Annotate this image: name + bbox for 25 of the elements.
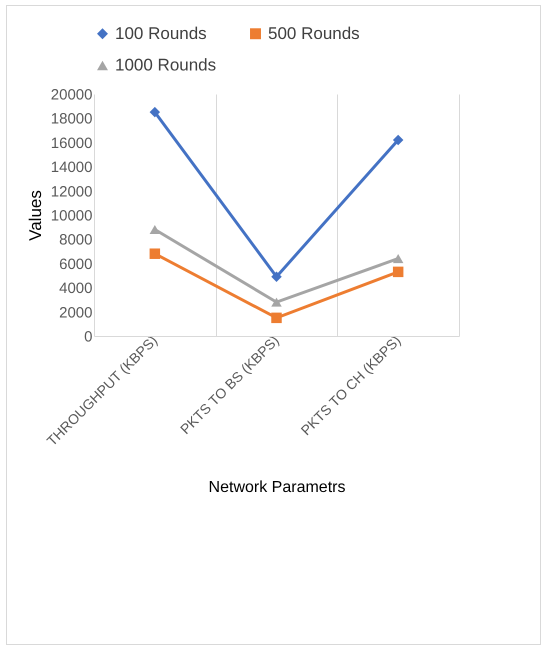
point [150, 248, 160, 259]
y-tick-label: 20000 [50, 86, 92, 104]
y-tick-label: 8000 [59, 232, 92, 249]
point [271, 271, 282, 282]
point [150, 224, 160, 234]
y-tick-label: 10000 [50, 208, 92, 224]
legend-label: 500 Rounds [268, 24, 360, 43]
y-tick-label: 2000 [59, 304, 92, 322]
y-tick-label: 4000 [59, 280, 92, 298]
point [392, 254, 404, 264]
y-tick-label: 0 [84, 328, 92, 346]
y-tick-label: 18000 [50, 110, 92, 128]
point [150, 106, 160, 118]
y-tick-label: 14000 [50, 159, 92, 176]
x-axis-title: Network Parametrs [208, 479, 346, 496]
y-tick-label: 16000 [50, 134, 92, 152]
point [271, 298, 282, 307]
legend-label: 100 Rounds [115, 24, 207, 43]
point [392, 134, 404, 146]
point [392, 266, 404, 278]
y-tick-label: 6000 [59, 256, 92, 273]
y-tick-label: 12000 [50, 183, 92, 200]
legend-label: 1000 Rounds [115, 56, 216, 74]
point [271, 312, 282, 324]
y-axis-title: Values [26, 190, 45, 241]
